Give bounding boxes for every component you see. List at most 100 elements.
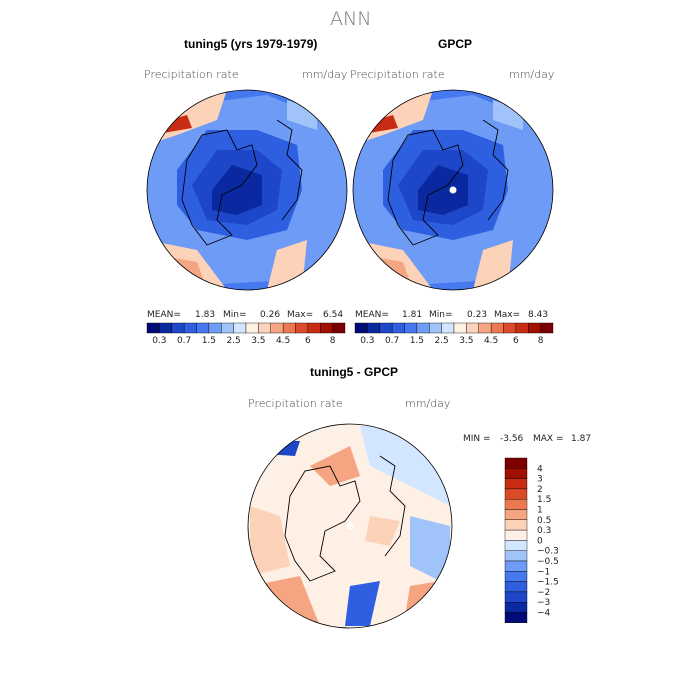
panel2-min-value: 0.23 (467, 310, 488, 320)
colorbar2-cell (478, 322, 492, 334)
panel2-mean-value: 1.81 (402, 310, 423, 320)
panel3-max-value: 1.87 (571, 434, 592, 444)
colorbar3-tick: −0.3 (537, 547, 559, 557)
colorbar1-tick: 4.5 (276, 336, 290, 346)
colorbar2-tick: 4.5 (484, 336, 498, 346)
panel1-min-label: Min= (223, 310, 247, 320)
colorbar2-cell (391, 322, 405, 334)
colorbar1-cell (320, 322, 333, 334)
colorbar1-cell (295, 322, 309, 334)
colorbar1-tick: 0.3 (152, 336, 166, 346)
diff-field-pos-east (405, 581, 440, 616)
colorbar3-tick: 4 (537, 464, 543, 474)
colorbar3-tick: −1 (537, 567, 550, 577)
map-border (352, 89, 554, 291)
panel1-title: tuning5 (yrs 1979-1979) (184, 37, 318, 51)
colorbar3-cell (504, 478, 528, 490)
colorbar3-cell (504, 488, 528, 500)
panel2-units-label: mm/day (509, 68, 555, 81)
colorbar3-cell (504, 612, 528, 624)
diff-field-pos-center (365, 516, 400, 546)
colorbar2-cell (490, 322, 504, 334)
colorbar3-cell (504, 519, 528, 531)
colorbar3-tick: −2 (537, 588, 550, 598)
colorbar2-tick: 3.5 (459, 336, 473, 346)
colorbar3-tick: −1.5 (537, 578, 559, 588)
colorbar3-tick: −4 (537, 609, 551, 619)
panel1-mean-label: MEAN= (147, 310, 181, 320)
colorbar2-cell (453, 322, 467, 334)
map-border (146, 89, 348, 291)
colorbar2-cell (503, 322, 517, 334)
panel2-min-label: Min= (429, 310, 453, 320)
colorbar3-cell (504, 529, 528, 541)
panel1-units-label: mm/day (302, 68, 348, 81)
colorbar2-tick: 0.3 (360, 336, 374, 346)
colorbar3-cell (504, 581, 528, 593)
diff-field-neg-mid (410, 516, 450, 586)
panel2-mean-label: MEAN= (355, 310, 389, 320)
colorbar1-cell (171, 322, 185, 334)
colorbar2-cell (379, 322, 393, 334)
coastline (181, 129, 258, 246)
missing-data-pole (346, 522, 354, 530)
colorbar2-cell (404, 322, 418, 334)
diff-field-neg-south (345, 581, 380, 626)
colorbar1-cell (332, 322, 346, 334)
colorbar1-tick: 8 (330, 336, 336, 346)
colorbar3-cell (504, 571, 528, 582)
colorbar2-cell (528, 322, 541, 334)
colorbar1-cell (146, 322, 160, 334)
colorbar3-cell (504, 602, 528, 613)
colorbar2-tick: 0.7 (385, 336, 399, 346)
colorbar3-tick: 1 (537, 506, 543, 516)
colorbar2-tick: 1.5 (410, 336, 424, 346)
map-border (247, 423, 453, 629)
diff-field-pos-north (310, 446, 360, 486)
coastline (379, 455, 406, 557)
diff-field-pos (250, 506, 290, 576)
panel1-max-label: Max= (287, 310, 314, 320)
panel2-variable-label: Precipitation rate (350, 68, 445, 81)
colorbar3-cell (504, 457, 528, 469)
colorbar2-cell (441, 322, 455, 334)
panel3-min-value: -3.56 (500, 434, 524, 444)
colorbar1-tick: 0.7 (177, 336, 191, 346)
colorbar1-tick: 6 (305, 336, 311, 346)
diff-field-neg-strong (265, 441, 300, 456)
coastline (276, 119, 303, 221)
colorbar3-tick: −3 (537, 598, 550, 608)
coastline (387, 129, 464, 246)
colorbar3-tick: 1.5 (537, 495, 551, 505)
colorbar2-tick: 6 (513, 336, 519, 346)
panel3-max-label: MAX = (533, 434, 564, 444)
map-panel-2 (353, 90, 553, 290)
panel2-max-label: Max= (494, 310, 521, 320)
page-title: ANN (330, 8, 372, 30)
colorbar3-cell (504, 560, 528, 572)
map-panel-1 (147, 90, 347, 290)
colorbar3-cell (504, 550, 528, 562)
colorbar3-tick: 2 (537, 485, 543, 495)
coastline (284, 465, 361, 582)
colorbar3-tick: 3 (537, 475, 543, 485)
colorbar3-cell (504, 509, 528, 521)
precip-field-lowest (418, 165, 468, 215)
panel1-mean-value: 1.83 (195, 310, 216, 320)
colorbar1-cell (258, 322, 271, 334)
colorbar1-cell (282, 322, 296, 334)
colorbar1-cell (183, 322, 197, 334)
colorbar2-cell (540, 322, 554, 334)
colorbar1-cell (196, 322, 210, 334)
colorbar1-cell (208, 322, 222, 334)
panel3-units-label: mm/day (405, 397, 451, 410)
colorbar2-cell (466, 322, 479, 334)
panel1-max-value: 6.54 (323, 310, 344, 320)
colorbar1-cell (307, 322, 321, 334)
colorbar3-cell (504, 499, 528, 510)
panel3-title: tuning5 - GPCP (310, 365, 398, 379)
colorbar2-tick: 2.5 (434, 336, 448, 346)
colorbar1-tick: 3.5 (251, 336, 265, 346)
colorbar2-cell (416, 322, 430, 334)
colorbar3-cell (504, 468, 528, 479)
